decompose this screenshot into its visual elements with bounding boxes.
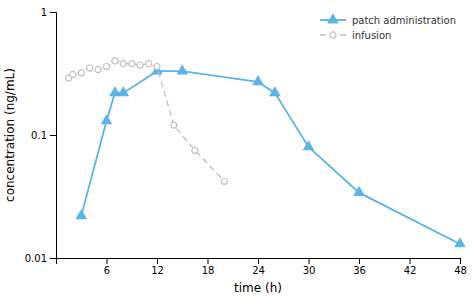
series-marker [119,87,129,95]
series-marker [78,70,84,76]
x-tick-mark [309,258,310,264]
y-tick-mark [50,258,56,259]
x-tick-label: 42 [404,265,417,276]
series-marker [103,63,109,69]
x-tick-label: 6 [104,265,110,276]
x-tick-label: 36 [353,265,366,276]
series-marker [192,147,198,153]
x-tick-mark [410,258,411,264]
chart-container: 6 12 18 24 30 36 42 48 0.01 0.1 1 patch administrat… [0,0,474,298]
chart: 6 12 18 24 30 36 42 48 0.01 0.1 1 patch administrat… [0,0,474,298]
legend-label: patch administration [352,15,456,26]
x-tick: 48 [454,258,467,276]
x-tick: 6 [104,258,110,276]
series-marker [177,66,187,74]
series-marker [270,87,280,95]
x-tick-label: 30 [303,265,316,276]
x-tick-mark [359,258,360,264]
x-tick-label: 24 [252,265,265,276]
series-marker [112,58,118,64]
series-marker [154,63,160,69]
x-tick: 42 [404,258,417,276]
series-marker [120,61,126,67]
x-tick-label: 18 [202,265,215,276]
y-tick-mark [50,12,56,13]
x-axis: 6 12 18 24 30 36 42 48 [57,258,467,276]
series-marker [76,210,86,218]
series-line [81,71,460,244]
y-tick: 1 [41,7,56,18]
x-tick: 24 [252,258,265,276]
series-marker [354,187,364,195]
series-marker [455,238,465,246]
series-marker [304,141,314,149]
series-marker [137,62,143,68]
y-tick: 0.01 [25,253,56,264]
y-tick-label: 0.1 [31,130,47,141]
series-line [69,61,225,181]
y-tick-label: 0.01 [25,253,47,264]
legend-marker [328,14,338,22]
y-axis: 0.01 0.1 1 [25,7,57,264]
x-tick-label: 48 [454,265,467,276]
x-tick: 18 [202,258,215,276]
legend: patch administration infusion [320,14,456,40]
x-tick-mark [460,258,461,264]
y-tick-mark [50,135,56,136]
series-marker [95,67,101,73]
x-tick-mark [157,258,158,264]
x-tick: 30 [303,258,316,276]
series-marker [87,65,93,71]
x-tick-label: 12 [151,265,164,276]
legend-marker [330,32,336,38]
x-tick-mark [208,258,209,264]
series-marker [253,76,263,84]
y-tick: 0.1 [31,130,56,141]
y-tick-label: 1 [41,7,47,18]
series-marker [171,122,177,128]
plot-area: 6 12 18 24 30 36 42 48 0.01 0.1 1 patch administrat… [25,7,467,276]
marks [66,58,465,247]
y-axis-line [50,13,57,259]
x-tick: 12 [151,258,164,276]
series-marker [110,87,120,95]
series-marker [145,61,151,67]
x-tick-mark [107,258,108,264]
legend-label: infusion [352,30,391,41]
x-tick-mark [258,258,259,264]
series-marker [221,178,227,184]
series-marker [129,61,135,67]
series-marker [70,71,76,77]
y-axis-title: concentration (ng/mL) [3,68,17,202]
x-tick: 36 [353,258,366,276]
series-marker [102,115,112,123]
x-axis-line [57,259,461,265]
x-axis-title: time (h) [234,281,282,295]
